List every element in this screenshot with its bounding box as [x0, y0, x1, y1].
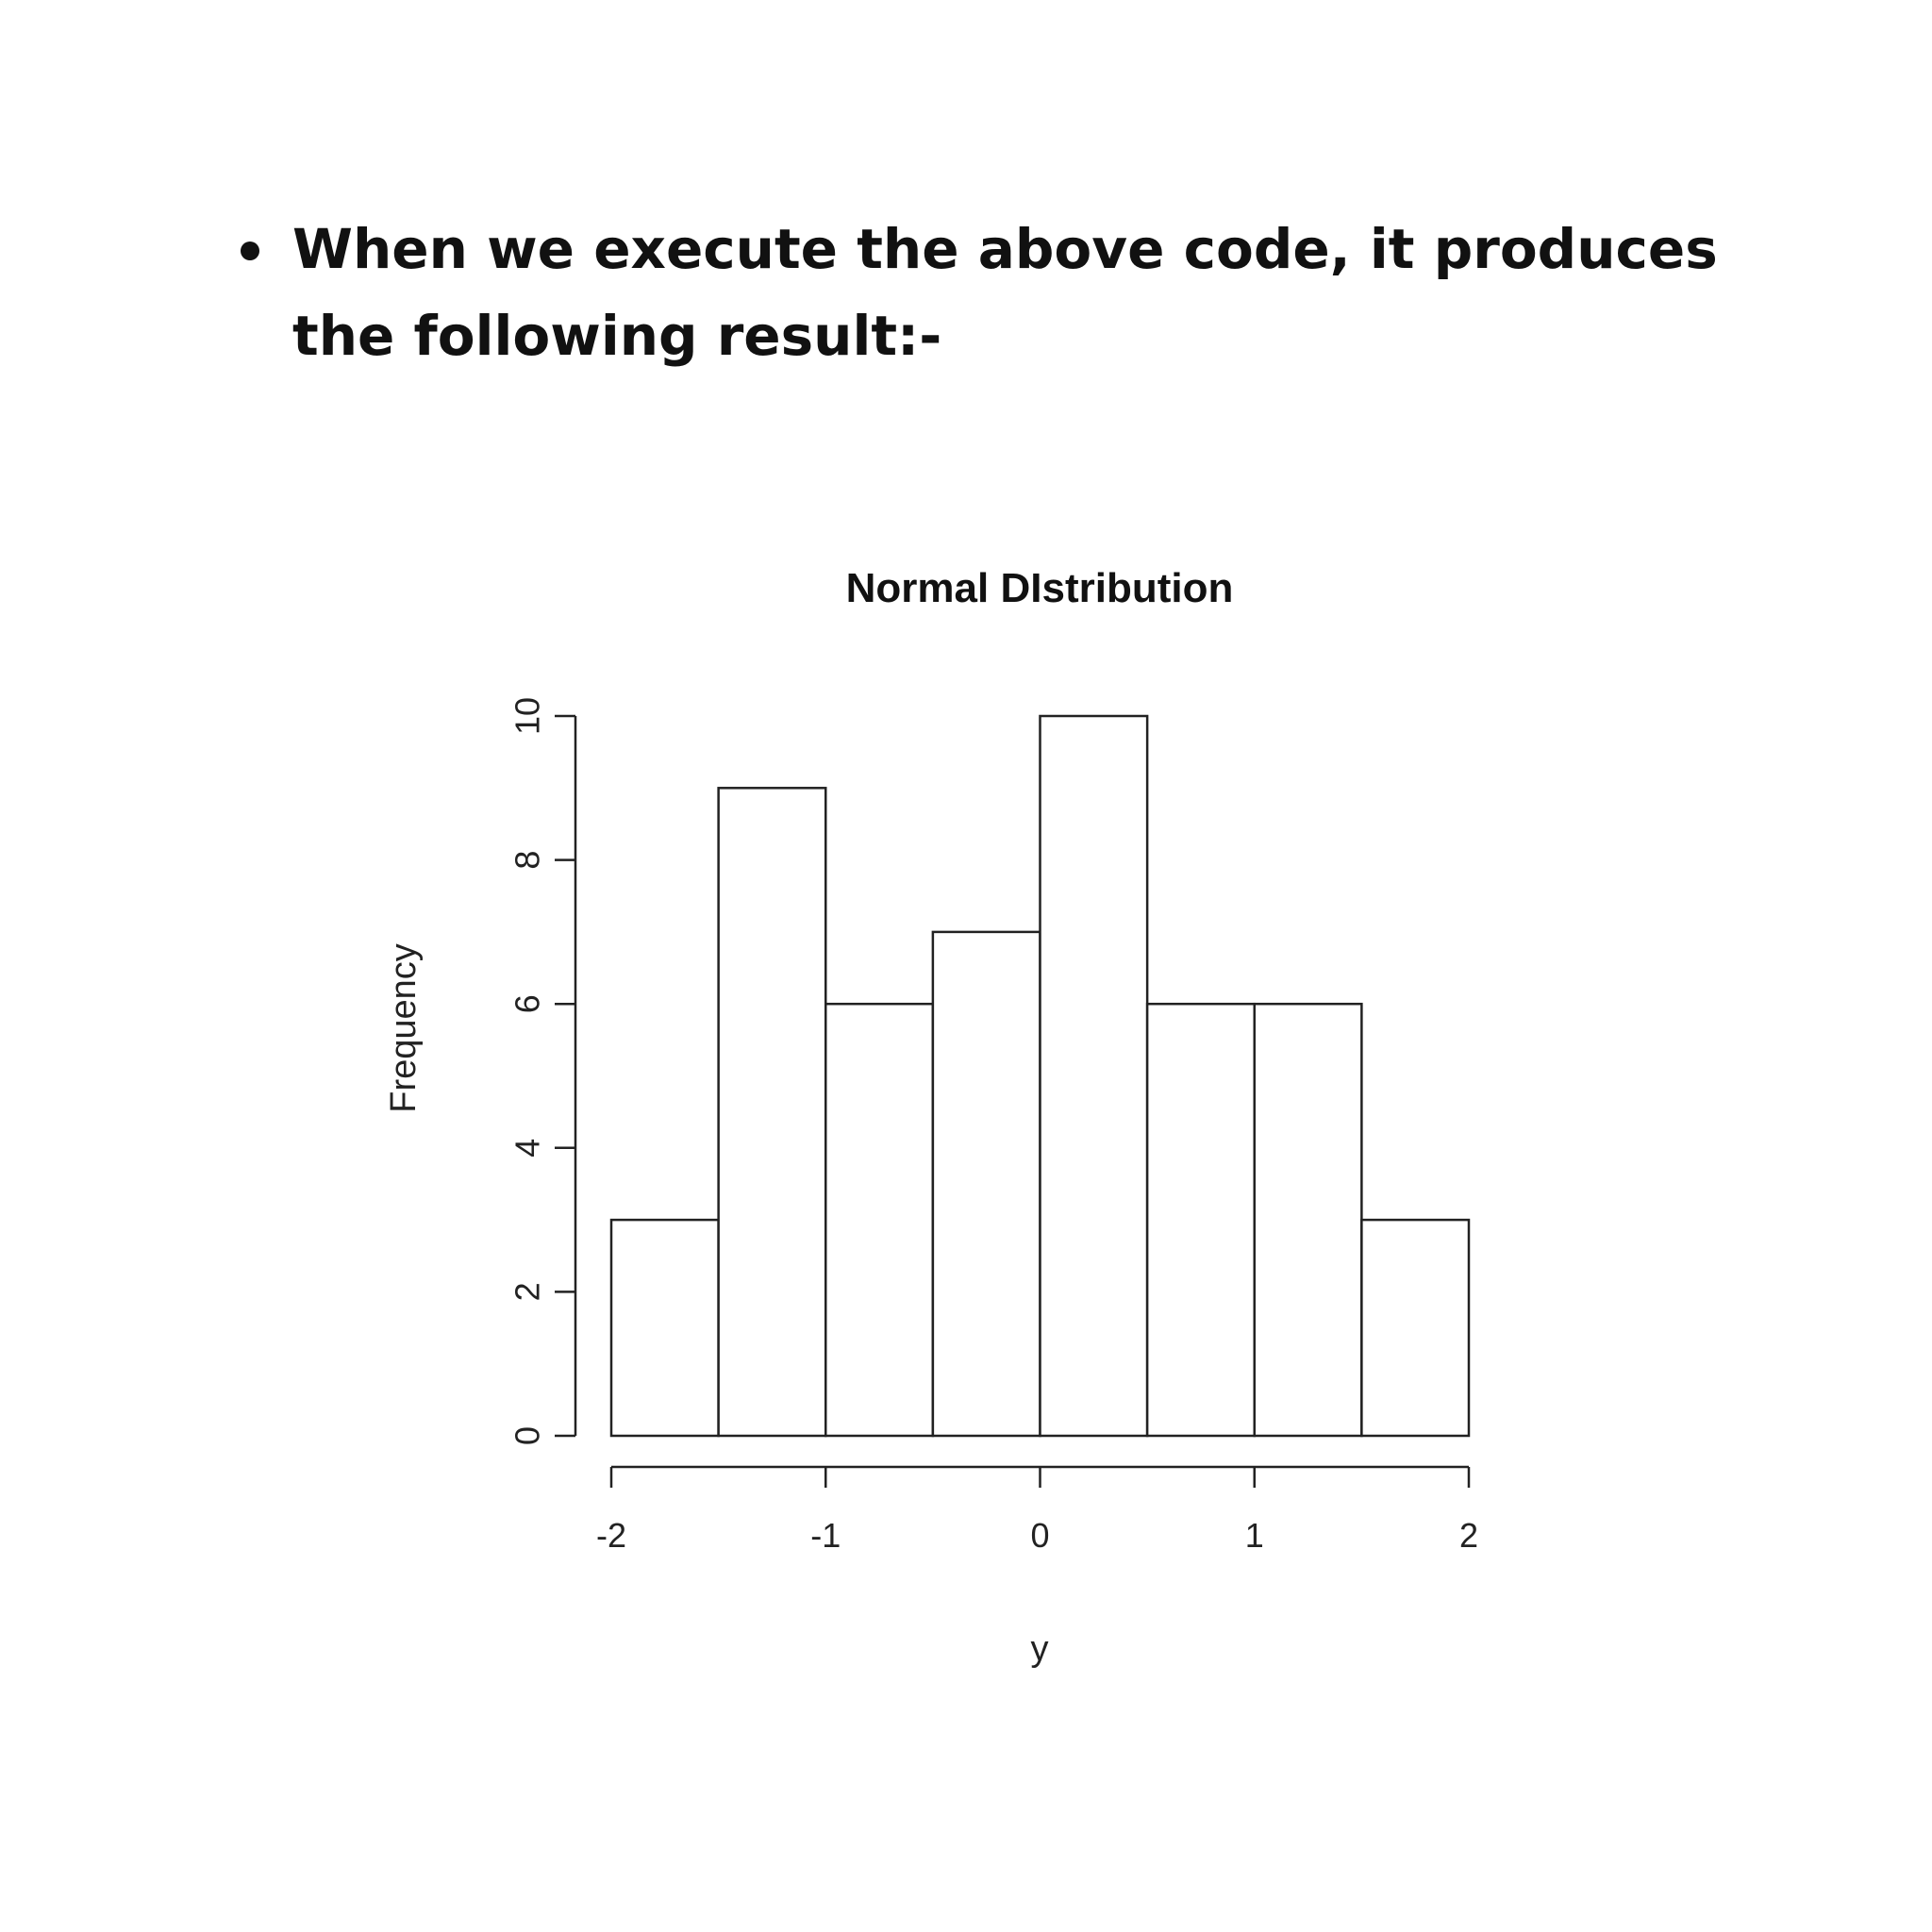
y-axis-label: Frequency [384, 943, 424, 1113]
x-axis-label: y [1031, 1629, 1049, 1669]
y-axis: 0 2 4 6 8 10 [508, 697, 577, 1445]
histogram-bar [931, 930, 1041, 1438]
y-tick-label: 4 [508, 1139, 547, 1158]
y-tick-label: 2 [508, 1282, 547, 1301]
histogram-bar [1360, 1218, 1471, 1438]
y-tick-label: 0 [508, 1426, 547, 1445]
x-tick-label: 2 [1459, 1516, 1478, 1555]
x-tick-label: 0 [1030, 1516, 1049, 1555]
histogram-bar [1039, 714, 1149, 1438]
histogram-bar [1145, 1002, 1256, 1438]
histogram-bar [717, 787, 827, 1438]
bullet-text: When we execute the above code, it produ… [292, 217, 1718, 368]
y-tick-label: 10 [508, 697, 547, 735]
x-tick-label: -1 [810, 1516, 841, 1555]
y-tick-label: 6 [508, 994, 547, 1013]
bullet-dot-icon [241, 242, 259, 260]
bullet-item: When we execute the above code, it produ… [241, 206, 1788, 379]
x-tick-label: 1 [1245, 1516, 1264, 1555]
histogram-bar [609, 1218, 720, 1438]
histogram-bar [1253, 1002, 1363, 1438]
histogram-bar [824, 1002, 935, 1438]
x-tick-label: -2 [596, 1516, 626, 1555]
y-tick-label: 8 [508, 851, 547, 870]
chart-title: Normal DIstribution [846, 565, 1234, 611]
histogram-bars [609, 714, 1471, 1438]
x-axis: -2 -1 0 1 2 [596, 1465, 1478, 1555]
